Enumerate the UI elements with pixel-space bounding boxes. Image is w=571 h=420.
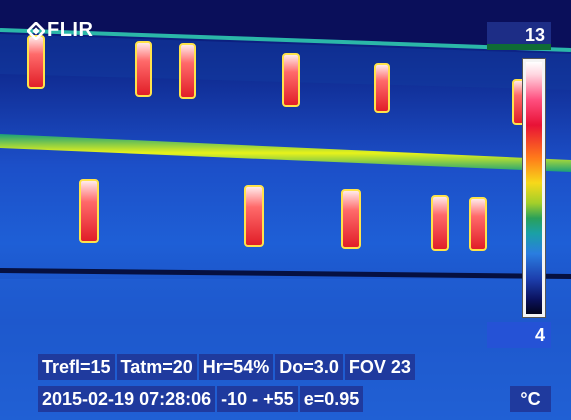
distance-value: Do=3.0 xyxy=(275,354,343,380)
status-bar: 2015-02-19 07:28:06 -10 - +55 e=0.95 xyxy=(38,386,364,412)
timestamp: 2015-02-19 07:28:06 xyxy=(38,386,216,412)
color-scale-gradient xyxy=(526,62,542,314)
scale-max-value: 13 xyxy=(487,22,551,48)
fov-value: FOV 23 xyxy=(344,354,415,380)
lower-windows xyxy=(79,179,487,251)
color-scale-bar xyxy=(522,58,546,318)
scale-min-value: 4 xyxy=(487,322,551,348)
scale-max-indicator xyxy=(487,44,551,50)
upper-windows xyxy=(27,35,528,125)
parameter-bar: Trefl=15 Tatm=20 Hr=54% Do=3.0 FOV 23 xyxy=(38,354,415,380)
temperature-unit: °C xyxy=(510,386,551,412)
logo-text: FLIR xyxy=(47,19,94,41)
tatm-value: Tatm=20 xyxy=(116,354,197,380)
flir-logo-icon xyxy=(27,21,45,40)
emissivity-value: e=0.95 xyxy=(299,386,364,412)
humidity-value: Hr=54% xyxy=(198,354,274,380)
flir-logo: FLIR xyxy=(27,19,93,42)
trefl-value: Trefl=15 xyxy=(38,354,115,380)
temperature-range: -10 - +55 xyxy=(217,386,298,412)
